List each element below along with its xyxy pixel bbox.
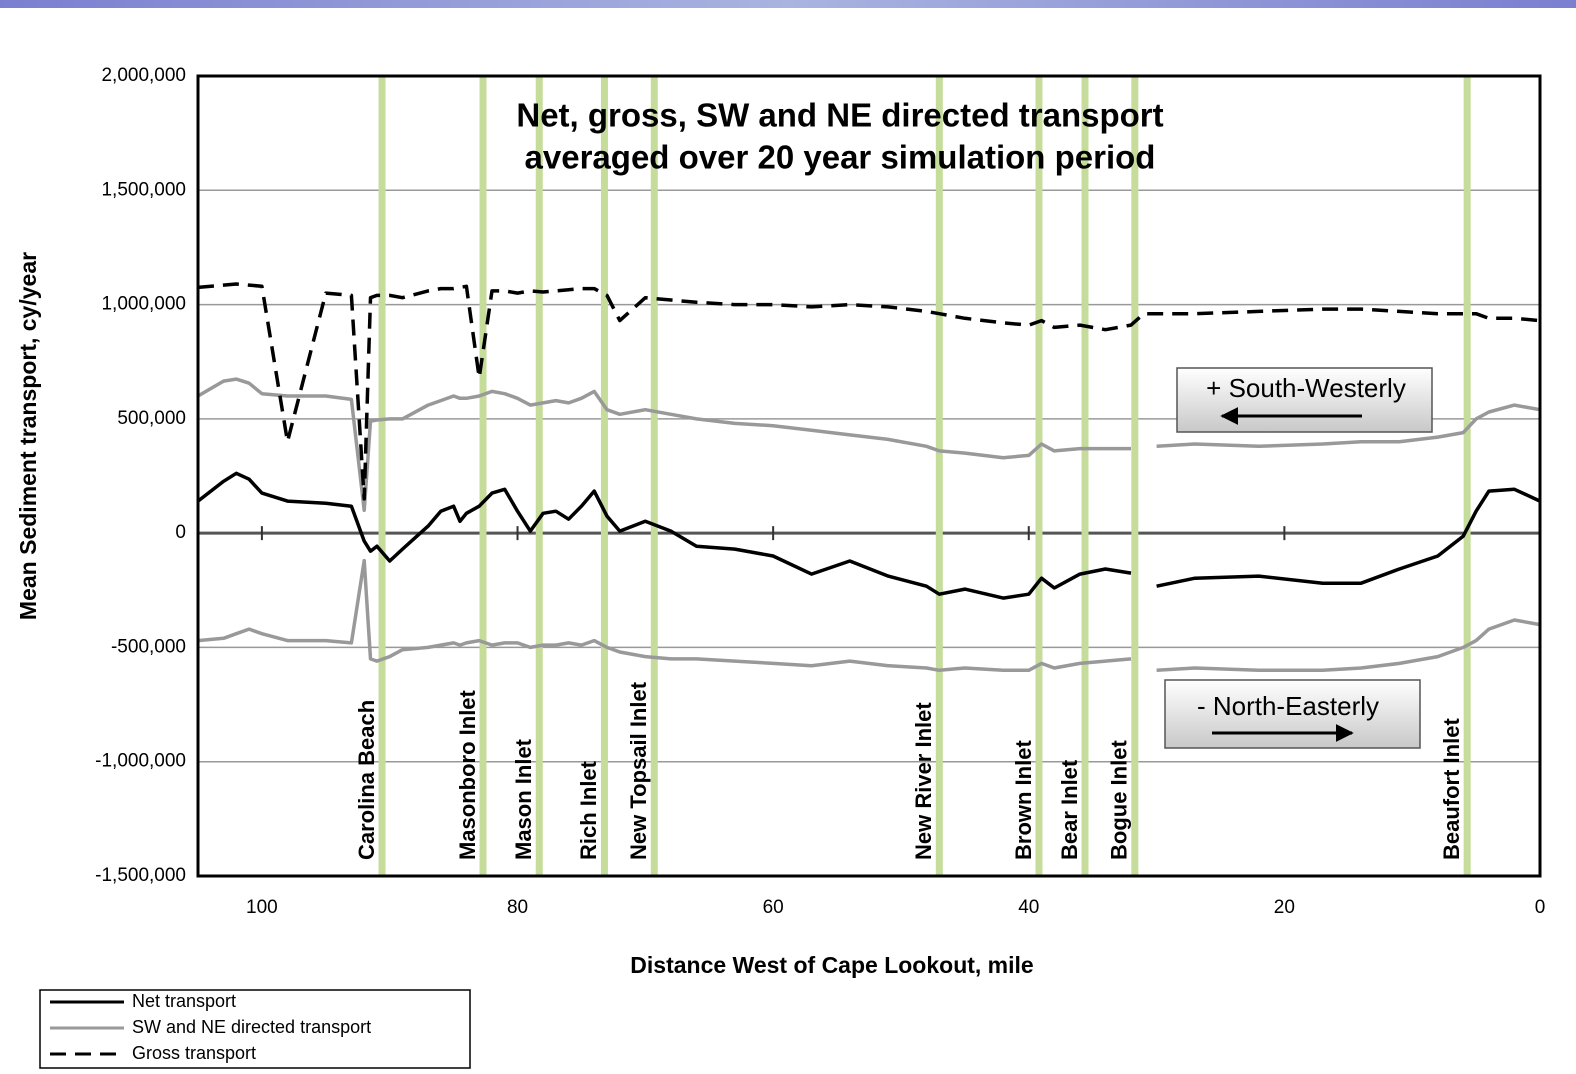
series-line (197, 377, 1541, 513)
chart-title: Net, gross, SW and NE directed transport (516, 97, 1163, 134)
y-tick-label: 500,000 (117, 408, 186, 429)
y-axis-title: Mean Sediment transport, cy/year (15, 252, 41, 620)
y-tick-label: -1,000,000 (95, 751, 186, 772)
inlet-label: Mason Inlet (511, 738, 536, 860)
inlet-label: Beaufort Inlet (1439, 718, 1464, 860)
box (1164, 679, 1421, 749)
y-tick-label: 1,500,000 (101, 179, 186, 200)
box-label: + South-Westerly (1206, 373, 1406, 403)
series-line (196, 471, 1541, 600)
y-tick-label: -1,500,000 (95, 865, 186, 886)
inlet-label: New River Inlet (911, 702, 936, 860)
y-tick-label: 2,000,000 (101, 65, 186, 86)
direction-box: + South-Westerly (1176, 367, 1433, 433)
x-tick-label: 80 (507, 897, 528, 918)
legend-label: Gross transport (132, 1043, 256, 1063)
plot-border (196, 74, 1542, 878)
inlet-label: New Topsail Inlet (626, 681, 651, 860)
top-bar (0, 0, 1576, 8)
series-line (197, 282, 1541, 501)
legend-label: SW and NE directed transport (132, 1017, 371, 1037)
box-label: - North-Easterly (1197, 691, 1379, 721)
direction-box: - North-Easterly (1164, 679, 1421, 749)
x-axis-title: Distance West of Cape Lookout, mile (630, 952, 1033, 978)
series-line (197, 558, 1541, 673)
box (1176, 367, 1433, 433)
y-tick-label: 0 (175, 522, 186, 543)
x-tick-label: 20 (1274, 897, 1295, 918)
legend-label: Net transport (132, 991, 236, 1011)
x-tick-label: 100 (246, 897, 278, 918)
inlet-label: Carolina Beach (354, 700, 379, 860)
x-tick-label: 60 (763, 897, 784, 918)
y-tick-label: -500,000 (111, 636, 186, 657)
inlet-label: Bear Inlet (1057, 759, 1082, 860)
inlet-label: Bogue Inlet (1107, 740, 1132, 860)
inlet-label: Rich Inlet (576, 760, 601, 860)
x-tick-label: 40 (1018, 897, 1039, 918)
x-tick-label: 0 (1535, 897, 1546, 918)
y-tick-label: 1,000,000 (101, 294, 186, 315)
inlet-label: Masonboro Inlet (455, 689, 480, 860)
inlet-label: Brown Inlet (1011, 740, 1036, 860)
chart-title: averaged over 20 year simulation period (525, 139, 1156, 176)
